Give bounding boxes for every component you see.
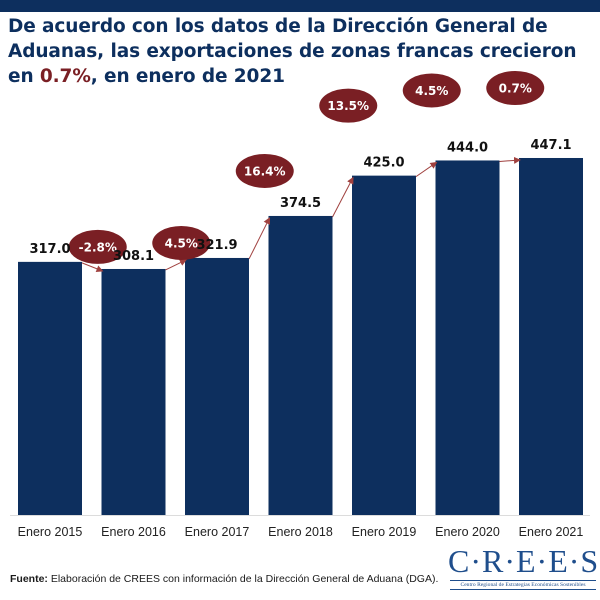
category-label: Enero 2019 (352, 525, 417, 539)
bar-enero-2021 (519, 157, 583, 515)
bar-enero-2016 (101, 268, 166, 515)
title-highlight: 0.7% (39, 66, 91, 87)
growth-bubble: 0.7% (486, 70, 545, 105)
value-label: 425.0 (363, 156, 404, 171)
crees-logo: C·R·E·E·S Centro Regional de Estrategias… (448, 545, 598, 590)
value-label: 444.0 (447, 140, 488, 155)
category-label: Enero 2018 (268, 525, 333, 539)
growth-bubble-shape (68, 229, 127, 264)
growth-bubble-shape (486, 70, 545, 105)
growth-bubble: 16.4% (235, 153, 294, 188)
growth-arrow (332, 176, 354, 218)
value-label: 317.0 (29, 242, 70, 257)
title-text-1: De acuerdo con los datos de la Dirección… (8, 16, 577, 87)
growth-label: -2.8% (79, 240, 117, 254)
growth-arrow (499, 156, 521, 164)
bar-enero-2018 (268, 215, 333, 516)
growth-label: 4.5% (415, 84, 448, 98)
growth-arrow (81, 262, 104, 273)
source-text: Elaboración de CREES con información de … (47, 573, 439, 585)
growth-bubble: -2.8% (68, 229, 127, 264)
growth-arrow (248, 217, 270, 260)
growth-label: 16.4% (244, 164, 286, 178)
growth-bubble: 4.5% (402, 73, 461, 108)
source-label: Fuente: (10, 573, 48, 585)
bar-chart: -2.8% 4.5% 16.4% 13.5% 4.5% 0.7% 317.0 Enero 2… (10, 70, 590, 539)
category-label: Enero 2021 (519, 525, 584, 539)
bar-enero-2015 (18, 261, 82, 515)
growth-bubble-shape (402, 73, 461, 108)
growth-bubble: 4.5% (152, 225, 211, 260)
category-label: Enero 2017 (185, 525, 250, 539)
bar-enero-2019 (352, 175, 416, 515)
growth-bubble-shape (319, 88, 378, 123)
bar-enero-2017 (185, 257, 249, 515)
growth-bubble-shape (235, 153, 294, 188)
bar-enero-2020 (435, 160, 500, 515)
growth-bubble: 13.5% (319, 88, 378, 123)
source-note: Fuente: Elaboración de CREES con informa… (10, 573, 438, 585)
value-label: 374.5 (280, 196, 321, 211)
growth-label: 0.7% (499, 81, 532, 95)
category-label: Enero 2015 (18, 525, 83, 539)
growth-bubble-shape (152, 225, 211, 260)
title-text-2: , en enero de 2021 (90, 66, 285, 87)
logo-wordmark: C·R·E·E·S (448, 543, 600, 579)
growth-arrow (165, 259, 187, 271)
growth-label: 4.5% (165, 236, 198, 250)
value-label: 321.9 (196, 238, 237, 253)
growth-label: 13.5% (327, 99, 369, 113)
category-label: Enero 2020 (435, 525, 500, 539)
logo-subtitle: Centro Regional de Estrategias Económica… (450, 580, 596, 590)
top-banner (0, 0, 600, 12)
category-label: Enero 2016 (101, 525, 166, 539)
chart-title: De acuerdo con los datos de la Dirección… (8, 14, 598, 89)
value-label: 308.1 (113, 249, 154, 264)
growth-arrow (415, 161, 438, 178)
value-label: 447.1 (530, 138, 571, 153)
